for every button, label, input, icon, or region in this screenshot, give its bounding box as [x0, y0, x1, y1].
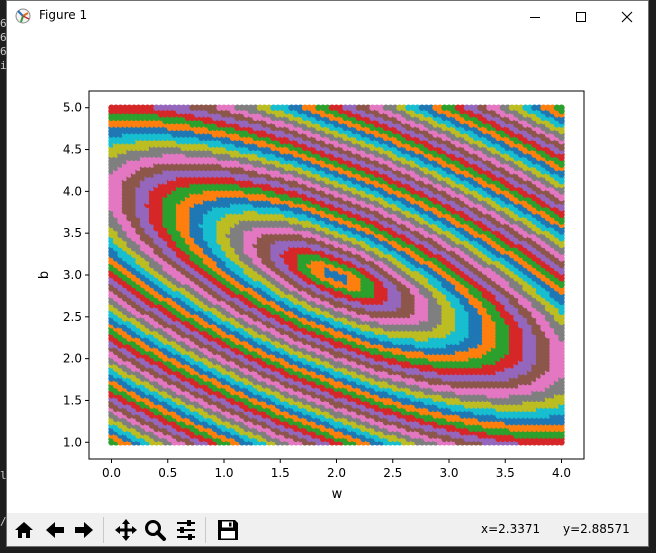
- terminal-text: 6: [0, 45, 7, 58]
- title-bar[interactable]: Figure 1: [7, 1, 648, 32]
- scatter-point: [135, 104, 142, 111]
- terminal-text: i: [0, 59, 7, 72]
- terminal-text: /: [0, 515, 7, 528]
- maximize-icon: [576, 11, 586, 22]
- minimize-icon: [530, 16, 540, 18]
- scatter-point: [112, 104, 120, 111]
- maximize-button[interactable]: [558, 1, 604, 32]
- close-icon: [621, 11, 633, 22]
- terminal-text: 6: [0, 17, 7, 30]
- scatter-points: [108, 104, 565, 446]
- scatter-point: [126, 104, 133, 111]
- figure-window: Figure 1 0.0 0.5 1.0 1.5 2.0 2.5 3.0 3.5 4.0 1.0…: [6, 0, 649, 547]
- close-button[interactable]: [604, 1, 650, 32]
- scatter-chart[interactable]: 0.0 0.5 1.0 1.5 2.0 2.5 3.0 3.5 4.0 1.01.52.02.5…: [7, 32, 648, 512]
- scatter-point: [108, 104, 115, 111]
- minimize-button[interactable]: [512, 1, 558, 32]
- scatter-point: [130, 104, 138, 111]
- scatter-point: [148, 104, 156, 111]
- scatter-point: [139, 104, 147, 111]
- scatter-point: [117, 104, 124, 111]
- scatter-point: [144, 104, 151, 111]
- scatter-point: [121, 104, 129, 111]
- terminal-text: 6: [0, 31, 7, 44]
- matplotlib-icon: [15, 8, 31, 24]
- window-title: Figure 1: [39, 8, 88, 22]
- terminal-background: 6 6 6 i lo /: [0, 0, 9, 553]
- terminal-text: lo: [0, 469, 9, 482]
